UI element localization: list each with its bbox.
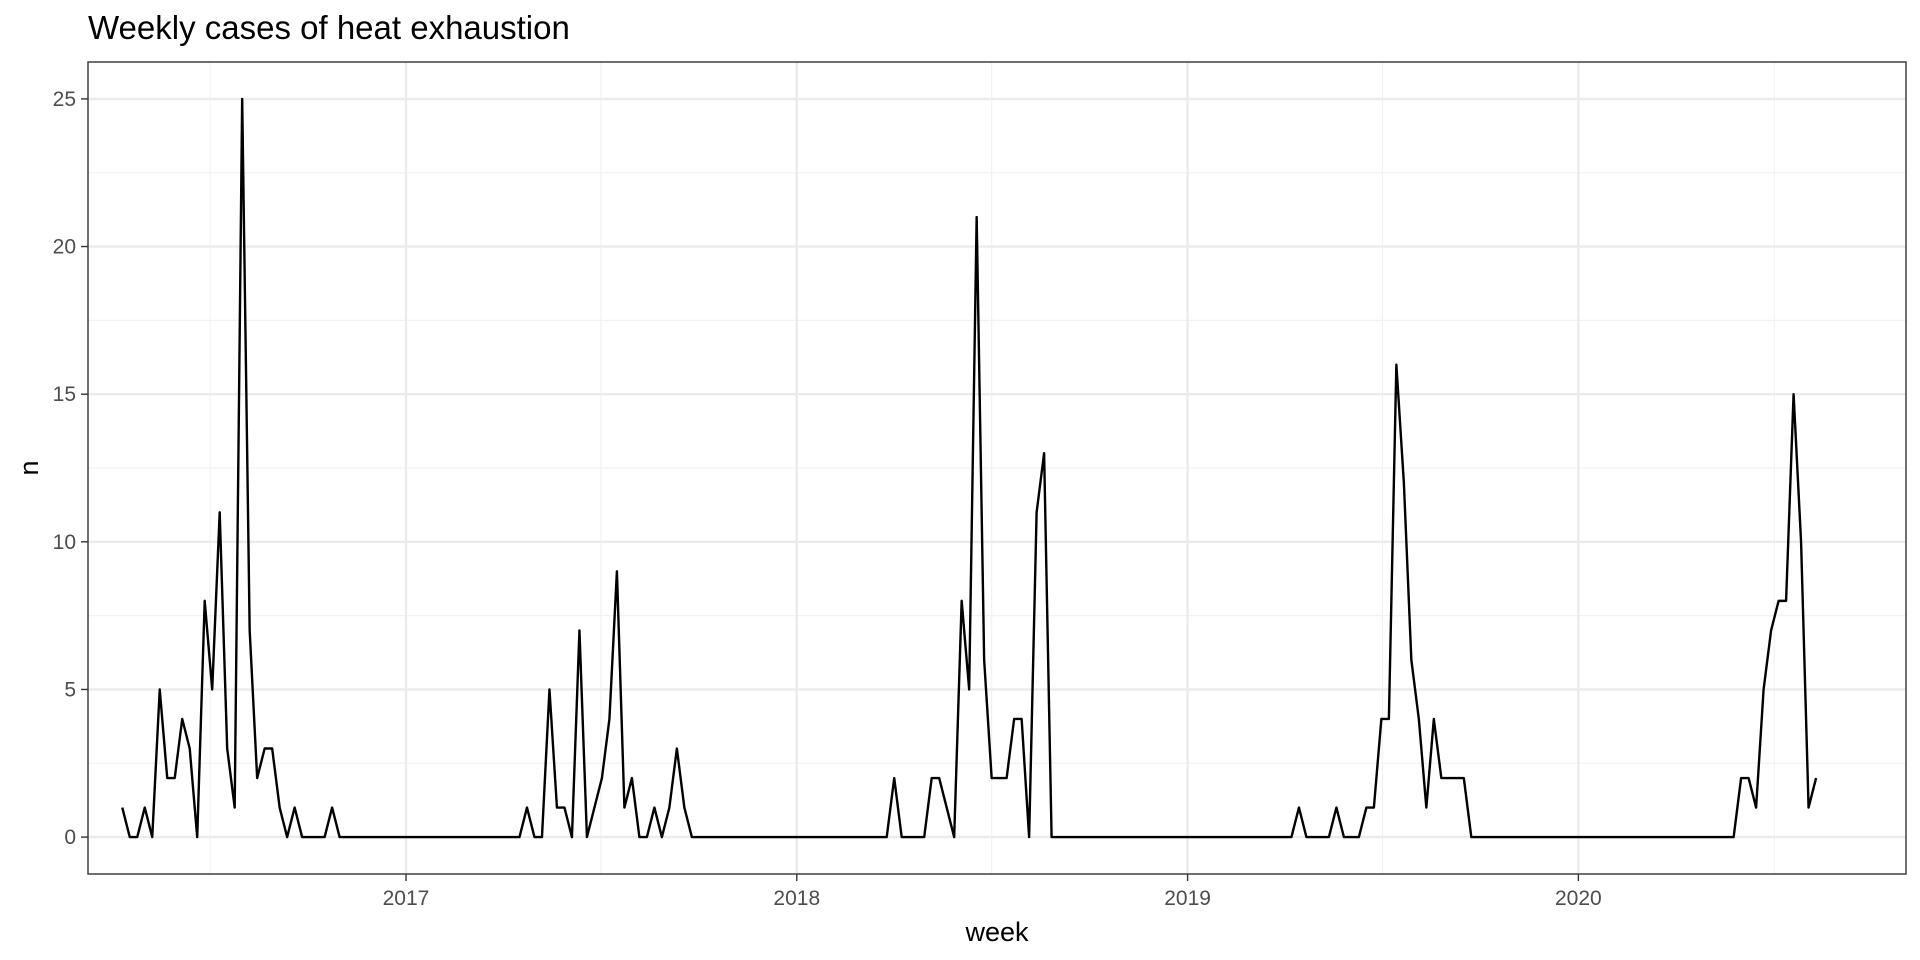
minor-gridlines bbox=[88, 62, 1906, 874]
x-tick-label: 2019 bbox=[1164, 887, 1211, 910]
panel-border bbox=[87, 61, 1907, 875]
chart-title: Weekly cases of heat exhaustion bbox=[88, 9, 570, 46]
y-tick-label: 20 bbox=[53, 236, 76, 259]
y-axis: 0 5 10 15 20 25 bbox=[53, 88, 88, 849]
y-tick-label: 15 bbox=[53, 383, 76, 406]
x-tick-label: 2017 bbox=[383, 887, 430, 910]
x-axis: 2017 2018 2019 2020 bbox=[383, 874, 1602, 910]
x-axis-title: week bbox=[964, 917, 1029, 947]
y-axis-title: n bbox=[14, 460, 44, 475]
series-group bbox=[121, 97, 1818, 839]
y-tick-label: 25 bbox=[53, 88, 76, 111]
y-tick-label: 5 bbox=[64, 678, 76, 701]
x-tick-label: 2020 bbox=[1555, 887, 1602, 910]
y-tick-label: 10 bbox=[53, 531, 76, 554]
y-tick-label: 0 bbox=[64, 826, 76, 849]
series-line bbox=[121, 97, 1818, 839]
x-tick-label: 2018 bbox=[773, 887, 820, 910]
